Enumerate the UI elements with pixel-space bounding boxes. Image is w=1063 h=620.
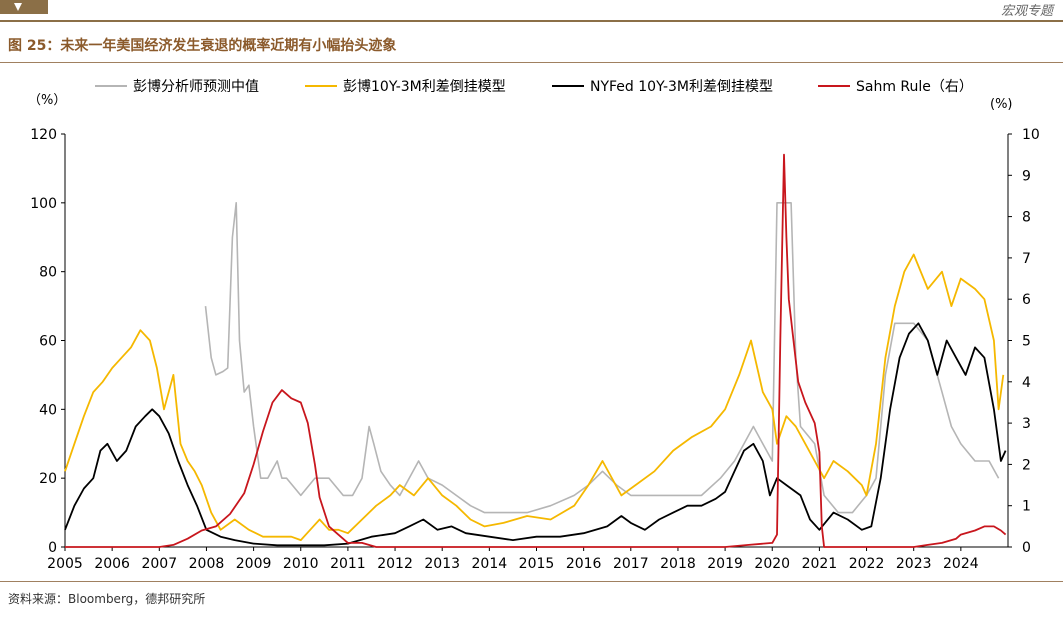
legend-label: 彭博10Y-3M利差倒挂模型 <box>343 78 506 95</box>
y-tick-label-right: 0 <box>1022 540 1031 556</box>
x-tick-label: 2005 <box>47 556 83 572</box>
y-tick-label-left: 60 <box>39 334 57 350</box>
x-tick-label: 2011 <box>330 556 366 572</box>
top-rule <box>0 20 1063 22</box>
y-tick-label-left: 40 <box>39 402 57 418</box>
x-tick-label: 2017 <box>613 556 649 572</box>
x-tick-label: 2016 <box>566 556 602 572</box>
x-tick-label: 2019 <box>707 556 743 572</box>
x-tick-label: 2006 <box>94 556 130 572</box>
x-tick-label: 2015 <box>519 556 555 572</box>
y-tick-label-right: 7 <box>1022 251 1031 267</box>
brand-logo-icon <box>0 0 48 14</box>
y-axis-unit-right: (%) <box>990 97 1013 112</box>
header-tag: 宏观专题 <box>1000 4 1053 19</box>
y-tick-label-right: 4 <box>1022 375 1031 391</box>
figure-title: 图 25：未来一年美国经济发生衰退的概率近期有小幅抬头迹象 <box>8 38 397 54</box>
legend-label: Sahm Rule（右） <box>856 79 973 95</box>
y-tick-label-left: 120 <box>30 127 57 143</box>
y-tick-label-left: 80 <box>39 265 57 281</box>
x-tick-label: 2022 <box>849 556 885 572</box>
series-line-0 <box>204 202 1000 514</box>
series-line-2 <box>64 322 1007 547</box>
chart-series <box>64 153 1007 548</box>
y-tick-label-right: 2 <box>1022 457 1031 473</box>
x-tick-label: 2013 <box>424 556 460 572</box>
legend-label: NYFed 10Y-3M利差倒挂模型 <box>590 79 773 95</box>
series-line-3 <box>65 153 1007 548</box>
y-tick-label-left: 20 <box>39 471 57 487</box>
bottom-rule <box>0 581 1063 582</box>
y-tick-label-right: 8 <box>1022 210 1031 226</box>
line-chart: 彭博分析师预测中值 彭博10Y-3M利差倒挂模型 NYFed 10Y-3M利差倒挂模… <box>28 78 1040 572</box>
y-tick-label-right: 9 <box>1022 168 1031 184</box>
x-tick-label: 2014 <box>472 556 508 572</box>
title-rule <box>0 62 1063 63</box>
y-tick-label-right: 10 <box>1022 127 1040 143</box>
chart-legend: 彭博分析师预测中值 彭博10Y-3M利差倒挂模型 NYFed 10Y-3M利差倒挂模… <box>95 78 973 95</box>
x-tick-label: 2020 <box>754 556 790 572</box>
x-tick-label: 2008 <box>189 556 225 572</box>
y-tick-label-left: 0 <box>48 540 57 556</box>
x-tick-label: 2007 <box>141 556 177 572</box>
y-tick-label-right: 1 <box>1022 499 1031 515</box>
top-bar: 宏观专题 <box>0 0 1063 22</box>
x-tick-label: 2012 <box>377 556 413 572</box>
y-tick-label-right: 5 <box>1022 334 1031 350</box>
y-tick-label-right: 3 <box>1022 416 1031 432</box>
x-tick-label: 2010 <box>283 556 319 572</box>
chart-axes: 0 20 40 60 80 100 120 0 1 2 3 4 5 6 7 8 9 10 2005 2006 2007 2… <box>30 127 1040 572</box>
x-tick-label: 2009 <box>236 556 272 572</box>
y-tick-label-left: 100 <box>30 196 57 212</box>
x-tick-label: 2024 <box>943 556 979 572</box>
x-tick-label: 2021 <box>802 556 838 572</box>
y-tick-label-right: 6 <box>1022 292 1031 308</box>
x-tick-label: 2023 <box>896 556 932 572</box>
series-line-1 <box>64 253 1005 542</box>
legend-label: 彭博分析师预测中值 <box>133 78 259 95</box>
x-tick-label: 2018 <box>660 556 696 572</box>
y-axis-unit-left: （%） <box>28 93 66 108</box>
source-note: 资料来源：Bloomberg，德邦研究所 <box>8 592 206 606</box>
